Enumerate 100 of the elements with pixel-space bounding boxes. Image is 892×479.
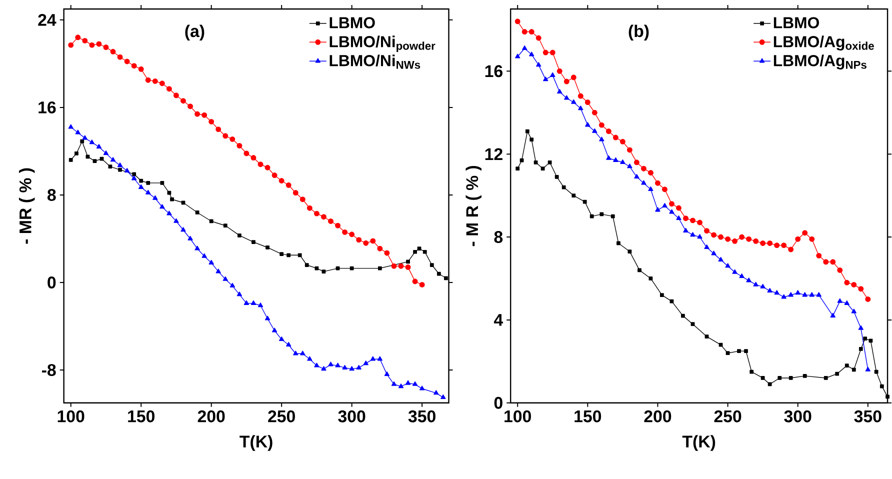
point — [739, 234, 745, 240]
point — [824, 376, 828, 380]
point — [564, 95, 570, 100]
point — [830, 259, 836, 265]
point — [571, 100, 576, 104]
point — [606, 128, 612, 134]
point — [816, 253, 822, 259]
point — [697, 220, 702, 226]
point — [610, 214, 615, 218]
point — [412, 382, 418, 386]
point — [335, 223, 341, 229]
point — [654, 180, 660, 186]
point — [430, 263, 434, 268]
point — [131, 176, 137, 180]
point — [100, 157, 104, 161]
point — [252, 240, 256, 244]
point — [781, 294, 786, 299]
point — [851, 282, 857, 288]
point — [641, 180, 646, 185]
point — [768, 382, 772, 386]
point — [68, 124, 74, 129]
point — [858, 325, 864, 330]
legend-label: LBMO — [330, 17, 375, 29]
point — [585, 122, 590, 127]
point — [173, 92, 179, 98]
point — [718, 343, 723, 347]
point — [795, 290, 800, 295]
point — [307, 356, 312, 361]
point — [530, 138, 534, 142]
point — [74, 152, 78, 156]
point — [536, 62, 542, 67]
point — [444, 276, 448, 280]
point — [886, 394, 890, 399]
point — [356, 237, 362, 243]
point — [584, 100, 590, 106]
point — [600, 212, 604, 216]
x-tick-label: 350 — [854, 410, 882, 423]
point — [851, 308, 856, 314]
point — [272, 328, 278, 332]
point — [202, 253, 207, 258]
point — [370, 356, 376, 361]
point — [440, 394, 446, 400]
point — [222, 133, 228, 139]
point — [132, 172, 136, 176]
point — [314, 362, 320, 368]
point — [750, 370, 754, 374]
point — [335, 362, 340, 368]
point — [160, 204, 165, 209]
x-tick-label: 100 — [504, 410, 531, 422]
point — [146, 181, 150, 186]
point — [802, 374, 807, 378]
point — [767, 288, 772, 293]
point — [536, 35, 542, 41]
point — [863, 336, 868, 341]
point — [208, 119, 214, 125]
point — [592, 110, 598, 116]
point — [732, 238, 738, 244]
point — [683, 216, 688, 222]
point — [562, 185, 566, 190]
point — [802, 292, 808, 297]
point — [669, 209, 674, 214]
point — [103, 150, 109, 156]
point — [634, 160, 640, 166]
point — [718, 257, 724, 262]
point — [258, 302, 264, 308]
point — [744, 349, 748, 354]
point — [75, 34, 81, 40]
point — [82, 135, 88, 140]
point — [516, 166, 520, 171]
point — [304, 263, 309, 268]
point — [823, 259, 829, 265]
point — [540, 166, 545, 171]
y-axis-title: - M R ( % ) — [466, 166, 482, 246]
point — [578, 106, 584, 110]
point — [528, 29, 534, 35]
point — [543, 76, 548, 82]
point — [152, 78, 158, 84]
point — [103, 44, 109, 50]
x-tick-label: 200 — [198, 410, 225, 422]
point — [230, 136, 236, 142]
point — [124, 168, 130, 173]
point — [802, 230, 808, 236]
point — [592, 128, 598, 134]
point — [880, 384, 884, 388]
point — [413, 250, 417, 254]
point — [852, 368, 856, 372]
point — [582, 200, 587, 204]
point — [194, 111, 200, 117]
point — [590, 214, 594, 218]
point — [117, 162, 123, 168]
point — [434, 390, 439, 395]
point — [188, 236, 193, 241]
legend-label: LBMO/Ag$_{NPs}$ — [774, 54, 866, 70]
point — [837, 268, 843, 274]
point — [638, 268, 642, 272]
point — [557, 89, 562, 94]
point — [300, 196, 306, 202]
point — [858, 286, 864, 292]
point — [298, 253, 302, 258]
point — [264, 316, 270, 320]
